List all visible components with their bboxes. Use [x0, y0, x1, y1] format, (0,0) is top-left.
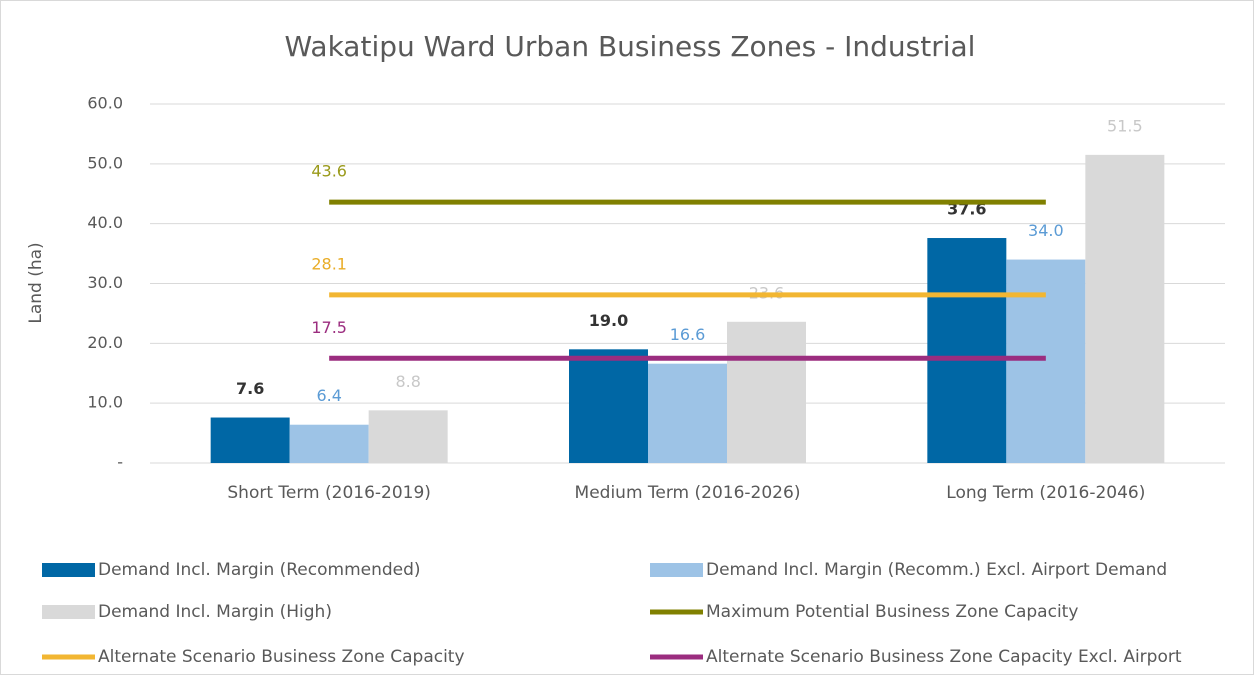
data-label: 34.0 — [1028, 221, 1064, 240]
legend-label: Alternate Scenario Business Zone Capacit… — [706, 647, 1182, 667]
legend-label: Alternate Scenario Business Zone Capacit… — [98, 647, 465, 667]
bar — [1085, 154, 1165, 463]
data-label: 8.8 — [395, 372, 420, 391]
y-tick-label: 60.0 — [87, 94, 123, 113]
legend-label: Maximum Potential Business Zone Capacity — [706, 602, 1078, 622]
bar — [289, 424, 369, 463]
y-tick-label: 30.0 — [87, 273, 123, 292]
y-tick-label: 40.0 — [87, 213, 123, 232]
bar — [727, 321, 806, 463]
bar — [927, 238, 1007, 463]
bar — [210, 417, 290, 463]
bar — [569, 349, 648, 463]
y-tick-label: 10.0 — [87, 393, 123, 412]
legend-label: Demand Incl. Margin (Recomm.) Excl. Airp… — [706, 560, 1167, 580]
legend-label: Demand Incl. Margin (Recommended) — [98, 560, 421, 580]
legend-label: Demand Incl. Margin (High) — [98, 602, 332, 622]
data-label: 51.5 — [1107, 116, 1143, 135]
legend-swatch — [42, 605, 95, 619]
y-tick-label: 50.0 — [87, 153, 123, 172]
data-label: 16.6 — [670, 325, 706, 344]
y-axis-label: Land (ha) — [26, 242, 46, 323]
data-label: 19.0 — [589, 311, 628, 330]
y-tick-label: - — [117, 453, 123, 472]
data-label: 7.6 — [236, 379, 264, 398]
legend-swatch — [42, 563, 95, 577]
bar — [368, 410, 448, 463]
data-label: 28.1 — [311, 254, 347, 273]
data-label: 43.6 — [311, 162, 347, 181]
bar — [1006, 259, 1086, 463]
data-label: 6.4 — [316, 386, 341, 405]
data-label: 17.5 — [311, 318, 347, 337]
legend-swatch — [650, 563, 703, 577]
chart-title: Wakatipu Ward Urban Business Zones - Ind… — [285, 30, 976, 63]
x-tick-label: Short Term (2016-2019) — [227, 483, 431, 503]
bar — [648, 363, 727, 463]
x-tick-label: Medium Term (2016-2026) — [575, 483, 801, 503]
x-tick-label: Long Term (2016-2046) — [946, 483, 1145, 503]
y-tick-label: 20.0 — [87, 333, 123, 352]
